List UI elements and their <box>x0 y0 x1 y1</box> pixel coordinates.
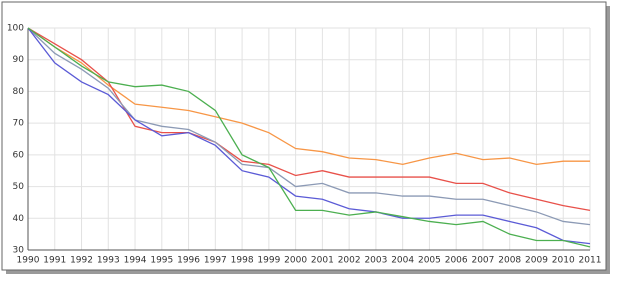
series-line <box>27 27 591 226</box>
series-line <box>27 27 591 245</box>
x-tick-label: 1991 <box>43 256 66 266</box>
x-tick-label: 1998 <box>231 256 254 266</box>
plot-area <box>28 28 590 250</box>
x-tick-label: 2007 <box>471 256 494 266</box>
y-tick-label: 40 <box>13 214 25 224</box>
x-tick-label: 2001 <box>311 256 334 266</box>
x-tick-label: 1995 <box>150 256 173 266</box>
y-tick-label: 70 <box>13 119 25 129</box>
x-tick-label: 1997 <box>204 256 227 266</box>
x-tick-label: 1999 <box>257 256 280 266</box>
x-tick-label: 2011 <box>579 256 602 266</box>
x-tick-label: 2010 <box>552 256 575 266</box>
x-tick-label: 2005 <box>418 256 441 266</box>
x-tick-label: 2009 <box>525 256 548 266</box>
y-tick-label: 100 <box>7 24 24 34</box>
x-tick-label: 2003 <box>364 256 387 266</box>
x-tick-label: 2008 <box>498 256 521 266</box>
x-tick-label: 1992 <box>70 256 93 266</box>
y-tick-label: 90 <box>13 55 25 65</box>
x-tick-label: 1994 <box>124 256 147 266</box>
y-tick-label: 30 <box>13 246 25 256</box>
x-tick-label: 1993 <box>97 256 120 266</box>
x-tick-label: 2006 <box>445 256 468 266</box>
x-tick-label: 1990 <box>17 256 40 266</box>
y-tick-label: 80 <box>13 87 25 97</box>
series-line <box>27 27 590 166</box>
y-tick-label: 60 <box>13 150 25 160</box>
series-line <box>27 27 591 248</box>
x-tick-label: 2002 <box>338 256 361 266</box>
y-tick-label: 50 <box>13 182 25 192</box>
x-tick-label: 2000 <box>284 256 307 266</box>
x-tick-label: 1996 <box>177 256 200 266</box>
x-tick-label: 2004 <box>391 256 414 266</box>
